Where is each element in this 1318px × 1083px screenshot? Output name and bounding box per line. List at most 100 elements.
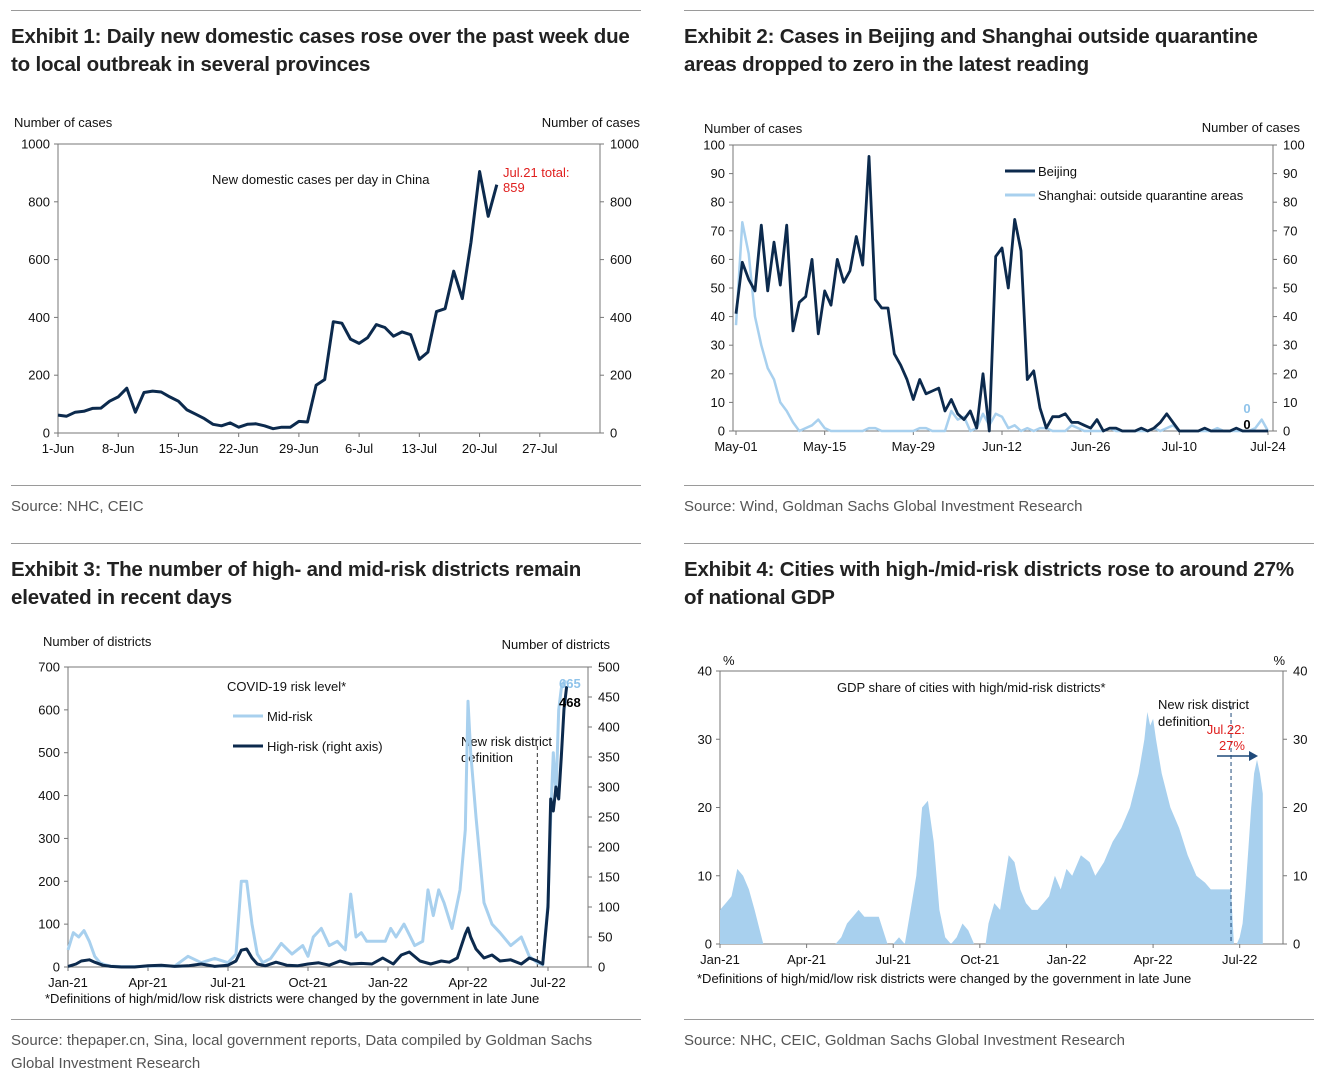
exhibit-2-right-tick-label: 10 (1283, 395, 1297, 410)
exhibit-2-legend-label-shanghai: Shanghai: outside quarantine areas (1038, 188, 1244, 203)
exhibit-4-right-tick-label: 10 (1293, 868, 1307, 883)
exhibit-1-right-tick-label: 200 (610, 368, 632, 383)
exhibit-1-x-tick-label: 15-Jun (159, 441, 199, 456)
exhibit-1-x-tick-label: 29-Jun (279, 441, 319, 456)
exhibit-2-right-tick-label: 30 (1283, 338, 1297, 353)
exhibit-3-legend-label-high: High-risk (right axis) (267, 739, 383, 754)
exhibit-3-end-label-mid: 665 (559, 676, 581, 691)
exhibit-4-arrow-head (1249, 751, 1259, 761)
exhibit-3-right-tick-label: 150 (598, 870, 620, 885)
exhibit-1-x-tick-label: 13-Jul (402, 441, 438, 456)
exhibit-2-left-tick-label: 90 (711, 166, 725, 181)
exhibit-3-chart: Number of districts Number of districts 0 1… (38, 634, 620, 1006)
exhibit-4-title: Exhibit 4: Cities with high-/mid-risk di… (684, 558, 1294, 609)
exhibit-2-right-tick-label: 40 (1283, 309, 1297, 324)
exhibit-2-left-tick-label: 10 (711, 395, 725, 410)
exhibit-2-x-tick-label: Jun-26 (1071, 439, 1111, 454)
exhibit-4-annotation: Jul.22: 27% (1207, 722, 1246, 753)
exhibit-2-x-tick-label: Jun-12 (982, 439, 1022, 454)
exhibit-2-x-tick-label: Jul-10 (1162, 439, 1197, 454)
source-rule-4 (684, 1019, 1314, 1020)
exhibit-3-x-tick-label: Apr-21 (128, 975, 167, 990)
exhibit-2-left-tick-label: 80 (711, 195, 725, 210)
exhibit-4-definition-label: New risk district definition (1158, 697, 1249, 729)
exhibit-3-chart-title: COVID-19 risk level* (227, 679, 346, 694)
exhibit-2-right-tick-label: 80 (1283, 195, 1297, 210)
top-rule-right (684, 10, 1314, 11)
exhibit-1-left-tick-label: 400 (28, 310, 50, 325)
exhibit-4-chart-title: GDP share of cities with high/mid-risk d… (837, 680, 1106, 695)
exhibit-4-right-tick-label: 20 (1293, 800, 1307, 815)
exhibit-2-series-beijing (734, 155, 1268, 433)
exhibit-2-right-tick-label: 70 (1283, 223, 1297, 238)
exhibit-4-x-tick-label: Oct-21 (960, 952, 999, 967)
exhibit-1-title: Exhibit 1: Daily new domestic cases rose… (11, 25, 630, 76)
exhibit-3-right-tick-label: 450 (598, 690, 620, 705)
exhibit-3-x-tick-label: Jul-21 (210, 975, 245, 990)
exhibit-2-x-tick-label: Jul-24 (1250, 439, 1285, 454)
exhibit-3-left-axis-title: Number of districts (43, 634, 152, 649)
exhibit-4-source: Source: NHC, CEIC, Goldman Sachs Global … (684, 1032, 1126, 1049)
exhibit-3-footnote: *Definitions of high/mid/low risk distri… (45, 991, 539, 1006)
exhibit-1-left-tick-label: 600 (28, 252, 50, 267)
exhibit-2-left-tick-label: 100 (703, 138, 725, 153)
exhibit-2-legend-label-beijing: Beijing (1038, 164, 1077, 179)
exhibit-2-end-label-beijing: 0 (1243, 417, 1250, 432)
exhibit-2-right-tick-label: 60 (1283, 252, 1297, 267)
exhibit-2-end-label-shanghai: 0 (1243, 401, 1250, 416)
exhibit-2-left-tick-label: 60 (711, 252, 725, 267)
exhibit-1-source: Source: NHC, CEIC (11, 498, 144, 515)
exhibit-3-series-high-risk (67, 686, 569, 969)
exhibit-3-left-tick-label: 400 (38, 788, 60, 803)
exhibit-1-x-tick-label: 6-Jul (345, 441, 373, 456)
exhibit-3-right-tick-label: 250 (598, 810, 620, 825)
exhibit-1-chart-title: New domestic cases per day in China (212, 172, 430, 187)
exhibit-1-right-tick-label: 600 (610, 252, 632, 267)
exhibit-4-right-axis-title: % (1273, 653, 1285, 668)
exhibit-3-title: Exhibit 3: The number of high- and mid-r… (11, 558, 582, 609)
exhibit-3-left-tick-label: 500 (38, 745, 60, 760)
exhibit-1-left-axis-title: Number of cases (14, 115, 113, 130)
exhibit-3-x-tick-label: Jan-21 (48, 975, 88, 990)
exhibit-2-right-tick-label: 0 (1283, 424, 1290, 439)
source-rule-2 (684, 485, 1314, 486)
exhibit-2-left-tick-label: 50 (711, 281, 725, 296)
exhibit-4-area-gdp-share (720, 712, 1263, 944)
exhibit-3-right-tick-label: 0 (598, 960, 605, 975)
exhibit-1-right-tick-label: 1000 (610, 137, 639, 152)
exhibit-2-source: Source: Wind, Goldman Sachs Global Inves… (684, 498, 1083, 515)
top-rule-left (11, 10, 641, 11)
exhibit-2-title: Exhibit 2: Cases in Beijing and Shanghai… (684, 25, 1258, 76)
exhibit-4-x-tick-label: Jan-21 (700, 952, 740, 967)
exhibit-4-footnote: *Definitions of high/mid/low risk distri… (697, 971, 1191, 986)
exhibit-3-left-tick-label: 700 (38, 660, 60, 675)
exhibit-4-left-tick-label: 10 (698, 868, 712, 883)
exhibit-2-x-tick-label: May-29 (892, 439, 935, 454)
exhibit-3-right-tick-label: 350 (598, 750, 620, 765)
exhibit-4-left-tick-label: 20 (698, 800, 712, 815)
mid-rule-left (11, 543, 641, 544)
exhibit-3-left-tick-label: 300 (38, 831, 60, 846)
exhibit-4-x-tick-label: Jul-21 (876, 952, 911, 967)
exhibit-4-right-tick-label: 40 (1293, 664, 1307, 679)
exhibit-3-right-tick-label: 300 (598, 780, 620, 795)
exhibit-3-x-tick-label: Apr-22 (448, 975, 487, 990)
exhibit-3-left-tick-label: 600 (38, 702, 60, 717)
exhibit-3-source: Source: thepaper.cn, Sina, local governm… (11, 1032, 593, 1072)
exhibit-4-x-tick-label: Jul-22 (1222, 952, 1257, 967)
exhibit-4-x-tick-label: Jan-22 (1047, 952, 1087, 967)
exhibit-3-legend-label-mid: Mid-risk (267, 709, 313, 724)
exhibit-1-right-tick-label: 0 (610, 426, 617, 441)
exhibit-2-left-tick-label: 20 (711, 366, 725, 381)
exhibit-1-x-tick-label: 27-Jul (522, 441, 558, 456)
exhibit-3-right-tick-label: 100 (598, 900, 620, 915)
exhibit-2-left-tick-label: 0 (718, 424, 725, 439)
exhibit-3-right-tick-label: 200 (598, 840, 620, 855)
exhibit-4-right-tick-label: 30 (1293, 732, 1307, 747)
exhibit-3-right-tick-label: 500 (598, 660, 620, 675)
exhibit-2-right-axis-title: Number of cases (1202, 120, 1301, 135)
exhibit-1-left-tick-label: 0 (43, 426, 50, 441)
exhibit-3-left-tick-label: 0 (53, 960, 60, 975)
exhibit-2-x-tick-label: May-15 (803, 439, 846, 454)
source-rule-3 (11, 1019, 641, 1020)
